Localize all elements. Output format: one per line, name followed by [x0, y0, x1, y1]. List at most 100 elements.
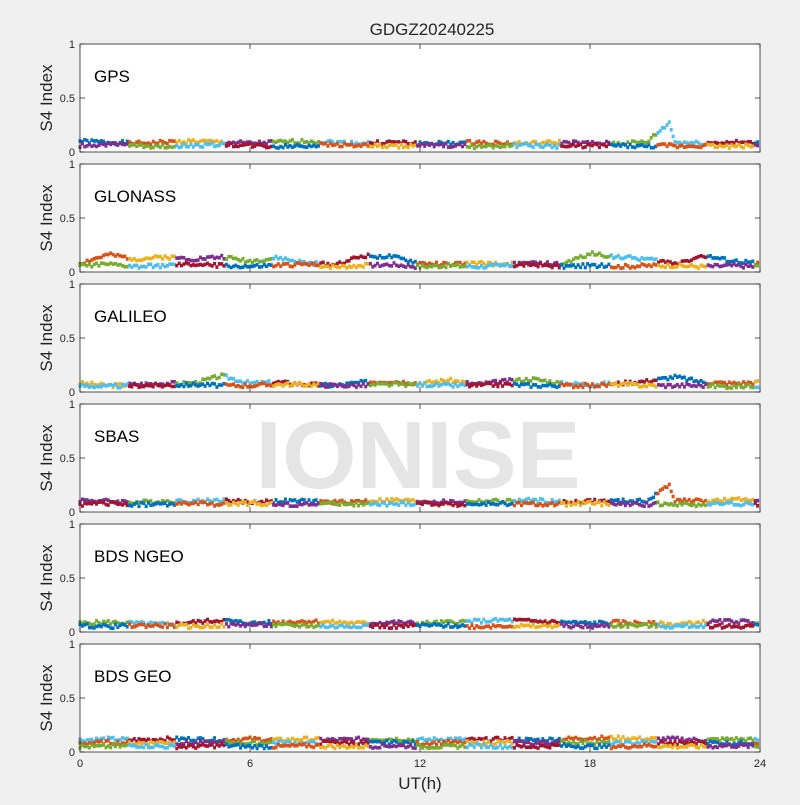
data-point [305, 624, 309, 629]
data-point [635, 144, 639, 148]
data-point [281, 742, 285, 746]
data-point [725, 263, 729, 267]
data-point [602, 382, 606, 387]
data-point [333, 502, 337, 506]
data-point [616, 734, 620, 738]
data-point [338, 745, 342, 750]
data-point [139, 384, 143, 389]
data-point [536, 741, 540, 745]
data-point [567, 140, 571, 145]
data-point [659, 620, 663, 624]
data-point [543, 500, 547, 505]
data-point [260, 743, 264, 748]
data-point [673, 373, 677, 378]
data-point [279, 502, 283, 507]
data-point [730, 737, 734, 741]
data-point [142, 741, 146, 745]
data-point [716, 500, 719, 505]
data-point [281, 139, 285, 144]
data-point [260, 503, 264, 508]
data-point [232, 619, 235, 624]
data-point [607, 262, 611, 267]
data-point [168, 383, 172, 388]
data-point [640, 143, 644, 147]
data-point [172, 740, 176, 744]
data-point [657, 745, 660, 749]
data-point [99, 736, 103, 741]
data-point [423, 744, 427, 749]
data-point [550, 737, 554, 741]
data-point [413, 499, 417, 504]
data-point [498, 501, 502, 505]
data-point [394, 497, 398, 501]
data-point [409, 499, 413, 503]
data-point [319, 624, 323, 629]
data-point [99, 139, 103, 143]
data-point [512, 739, 516, 744]
data-point [189, 501, 193, 506]
data-point [113, 261, 117, 266]
data-point [432, 499, 436, 504]
data-point [658, 503, 662, 508]
data-point [560, 738, 564, 743]
data-point [232, 264, 235, 269]
data-point [404, 382, 408, 386]
data-point [324, 264, 328, 269]
data-point [597, 384, 601, 389]
data-point [527, 740, 531, 745]
y-tick-label: 0 [69, 507, 75, 519]
data-point [538, 142, 542, 146]
data-point [614, 618, 618, 623]
data-point [234, 743, 238, 747]
data-point [170, 139, 174, 143]
series-2 [78, 738, 760, 747]
data-point [380, 263, 384, 268]
data-point [574, 502, 578, 506]
data-point [390, 744, 394, 749]
data-point [482, 382, 486, 386]
data-point [404, 265, 408, 269]
data-point [177, 138, 181, 143]
data-point [137, 143, 141, 147]
data-point [121, 736, 124, 740]
data-point [394, 736, 398, 741]
data-point [413, 502, 417, 506]
data-point [135, 258, 139, 263]
data-point [569, 264, 573, 268]
data-point [168, 144, 172, 149]
data-point [298, 502, 302, 506]
data-point [704, 623, 708, 627]
data-point [692, 141, 696, 145]
data-point [687, 259, 691, 264]
data-point [302, 501, 306, 506]
data-point [210, 620, 214, 624]
data-point [479, 260, 483, 264]
data-point [690, 263, 693, 267]
data-point [628, 142, 632, 147]
data-point [742, 380, 745, 384]
data-point [113, 742, 117, 747]
data-point [586, 743, 590, 748]
data-point [659, 259, 663, 263]
data-point [215, 740, 219, 744]
data-point [279, 500, 283, 504]
data-point [491, 617, 495, 622]
data-point [430, 739, 434, 743]
data-point [409, 258, 413, 263]
data-point [534, 745, 538, 750]
data-point [352, 745, 356, 750]
data-point [574, 619, 578, 624]
data-point [406, 263, 410, 267]
data-point [272, 144, 276, 148]
data-point [430, 623, 434, 627]
data-point [494, 742, 498, 746]
data-point [385, 623, 389, 627]
data-point [335, 625, 339, 630]
data-point [546, 739, 549, 743]
data-point [527, 379, 531, 383]
data-point [354, 736, 358, 740]
data-point [121, 263, 124, 268]
watermark: IONISE [255, 402, 580, 509]
data-point [626, 383, 630, 387]
data-point [626, 625, 630, 629]
